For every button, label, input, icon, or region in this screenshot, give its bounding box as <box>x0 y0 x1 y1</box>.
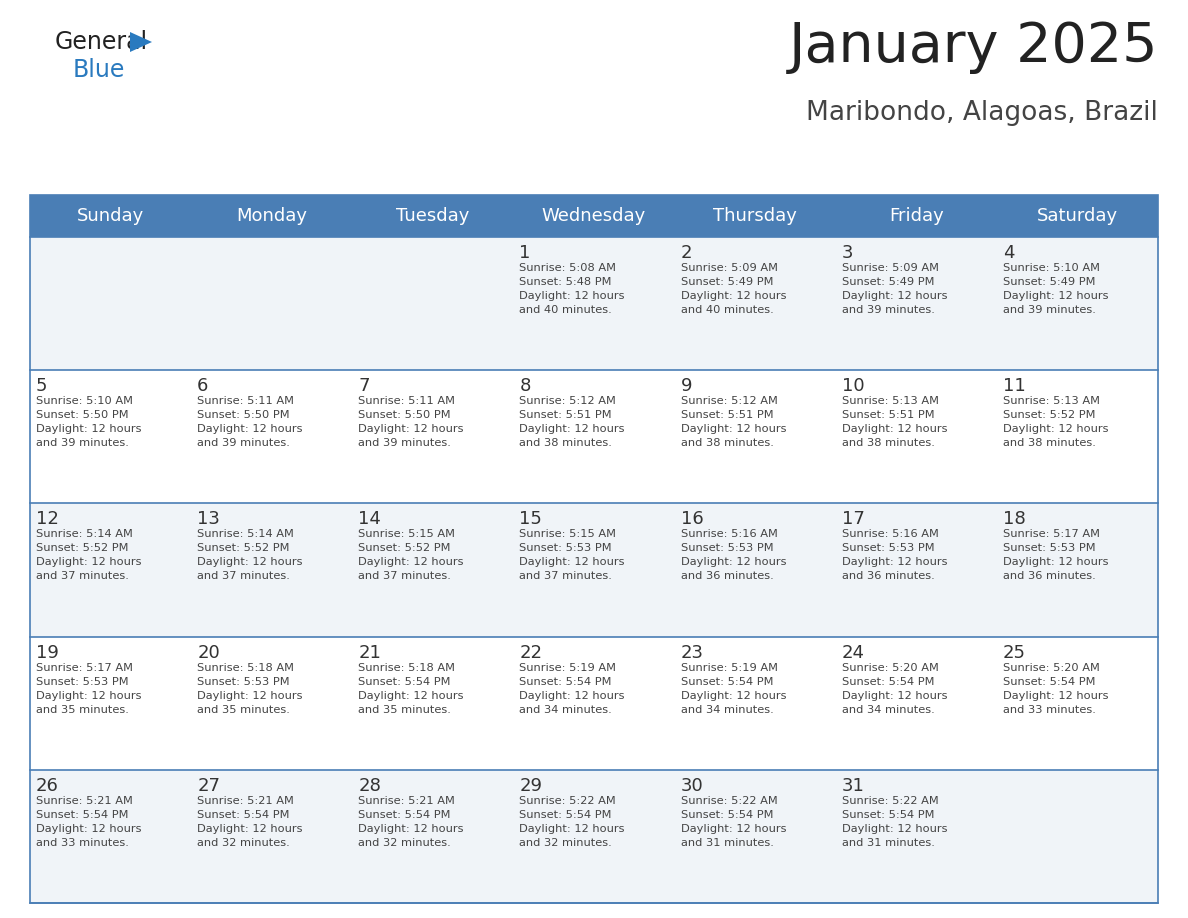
Text: 29: 29 <box>519 777 543 795</box>
Text: Sunrise: 5:21 AM
Sunset: 5:54 PM
Daylight: 12 hours
and 33 minutes.: Sunrise: 5:21 AM Sunset: 5:54 PM Dayligh… <box>36 796 141 848</box>
Bar <box>30 770 1158 903</box>
Text: Sunrise: 5:14 AM
Sunset: 5:52 PM
Daylight: 12 hours
and 37 minutes.: Sunrise: 5:14 AM Sunset: 5:52 PM Dayligh… <box>197 530 303 581</box>
Text: Sunrise: 5:21 AM
Sunset: 5:54 PM
Daylight: 12 hours
and 32 minutes.: Sunrise: 5:21 AM Sunset: 5:54 PM Dayligh… <box>197 796 303 848</box>
Text: Sunrise: 5:13 AM
Sunset: 5:52 PM
Daylight: 12 hours
and 38 minutes.: Sunrise: 5:13 AM Sunset: 5:52 PM Dayligh… <box>1003 397 1108 448</box>
Text: Blue: Blue <box>72 58 126 82</box>
Text: 20: 20 <box>197 644 220 662</box>
Text: 26: 26 <box>36 777 59 795</box>
Text: 25: 25 <box>1003 644 1026 662</box>
Text: Sunrise: 5:22 AM
Sunset: 5:54 PM
Daylight: 12 hours
and 31 minutes.: Sunrise: 5:22 AM Sunset: 5:54 PM Dayligh… <box>842 796 947 848</box>
Text: 12: 12 <box>36 510 59 529</box>
Text: Sunrise: 5:13 AM
Sunset: 5:51 PM
Daylight: 12 hours
and 38 minutes.: Sunrise: 5:13 AM Sunset: 5:51 PM Dayligh… <box>842 397 947 448</box>
Text: 15: 15 <box>519 510 542 529</box>
Text: Wednesday: Wednesday <box>542 207 646 225</box>
Text: Sunrise: 5:11 AM
Sunset: 5:50 PM
Daylight: 12 hours
and 39 minutes.: Sunrise: 5:11 AM Sunset: 5:50 PM Dayligh… <box>197 397 303 448</box>
Text: 23: 23 <box>681 644 703 662</box>
Bar <box>30 195 1158 903</box>
Text: 24: 24 <box>842 644 865 662</box>
Text: Sunrise: 5:17 AM
Sunset: 5:53 PM
Daylight: 12 hours
and 36 minutes.: Sunrise: 5:17 AM Sunset: 5:53 PM Dayligh… <box>1003 530 1108 581</box>
Text: General: General <box>55 30 148 54</box>
Text: 6: 6 <box>197 377 209 396</box>
Text: Sunrise: 5:09 AM
Sunset: 5:49 PM
Daylight: 12 hours
and 39 minutes.: Sunrise: 5:09 AM Sunset: 5:49 PM Dayligh… <box>842 263 947 315</box>
Text: Sunrise: 5:12 AM
Sunset: 5:51 PM
Daylight: 12 hours
and 38 minutes.: Sunrise: 5:12 AM Sunset: 5:51 PM Dayligh… <box>519 397 625 448</box>
Text: 21: 21 <box>359 644 381 662</box>
Text: 28: 28 <box>359 777 381 795</box>
Text: 10: 10 <box>842 377 865 396</box>
Text: Sunrise: 5:16 AM
Sunset: 5:53 PM
Daylight: 12 hours
and 36 minutes.: Sunrise: 5:16 AM Sunset: 5:53 PM Dayligh… <box>681 530 786 581</box>
Text: 2: 2 <box>681 244 693 262</box>
Text: 4: 4 <box>1003 244 1015 262</box>
Bar <box>30 370 1158 503</box>
Text: 19: 19 <box>36 644 59 662</box>
Text: Maribondo, Alagoas, Brazil: Maribondo, Alagoas, Brazil <box>807 100 1158 126</box>
Text: 22: 22 <box>519 644 543 662</box>
Text: 9: 9 <box>681 377 693 396</box>
Text: 18: 18 <box>1003 510 1025 529</box>
Text: 17: 17 <box>842 510 865 529</box>
Text: Sunrise: 5:12 AM
Sunset: 5:51 PM
Daylight: 12 hours
and 38 minutes.: Sunrise: 5:12 AM Sunset: 5:51 PM Dayligh… <box>681 397 786 448</box>
Text: January 2025: January 2025 <box>789 20 1158 74</box>
Text: 8: 8 <box>519 377 531 396</box>
Text: Thursday: Thursday <box>713 207 797 225</box>
Bar <box>30 237 1158 370</box>
Text: Monday: Monday <box>236 207 308 225</box>
Text: Sunrise: 5:18 AM
Sunset: 5:53 PM
Daylight: 12 hours
and 35 minutes.: Sunrise: 5:18 AM Sunset: 5:53 PM Dayligh… <box>197 663 303 714</box>
Text: Sunrise: 5:18 AM
Sunset: 5:54 PM
Daylight: 12 hours
and 35 minutes.: Sunrise: 5:18 AM Sunset: 5:54 PM Dayligh… <box>359 663 463 714</box>
Text: 13: 13 <box>197 510 220 529</box>
Text: 1: 1 <box>519 244 531 262</box>
Bar <box>30 503 1158 636</box>
Text: Sunrise: 5:11 AM
Sunset: 5:50 PM
Daylight: 12 hours
and 39 minutes.: Sunrise: 5:11 AM Sunset: 5:50 PM Dayligh… <box>359 397 463 448</box>
Text: Sunrise: 5:20 AM
Sunset: 5:54 PM
Daylight: 12 hours
and 33 minutes.: Sunrise: 5:20 AM Sunset: 5:54 PM Dayligh… <box>1003 663 1108 714</box>
Text: Sunrise: 5:19 AM
Sunset: 5:54 PM
Daylight: 12 hours
and 34 minutes.: Sunrise: 5:19 AM Sunset: 5:54 PM Dayligh… <box>681 663 786 714</box>
Text: Friday: Friday <box>889 207 943 225</box>
Text: Sunrise: 5:15 AM
Sunset: 5:53 PM
Daylight: 12 hours
and 37 minutes.: Sunrise: 5:15 AM Sunset: 5:53 PM Dayligh… <box>519 530 625 581</box>
Text: Sunrise: 5:08 AM
Sunset: 5:48 PM
Daylight: 12 hours
and 40 minutes.: Sunrise: 5:08 AM Sunset: 5:48 PM Dayligh… <box>519 263 625 315</box>
Text: Sunrise: 5:10 AM
Sunset: 5:50 PM
Daylight: 12 hours
and 39 minutes.: Sunrise: 5:10 AM Sunset: 5:50 PM Dayligh… <box>36 397 141 448</box>
Text: 27: 27 <box>197 777 220 795</box>
Text: Sunrise: 5:20 AM
Sunset: 5:54 PM
Daylight: 12 hours
and 34 minutes.: Sunrise: 5:20 AM Sunset: 5:54 PM Dayligh… <box>842 663 947 714</box>
Text: 7: 7 <box>359 377 369 396</box>
Text: 5: 5 <box>36 377 48 396</box>
Text: Sunrise: 5:09 AM
Sunset: 5:49 PM
Daylight: 12 hours
and 40 minutes.: Sunrise: 5:09 AM Sunset: 5:49 PM Dayligh… <box>681 263 786 315</box>
Text: Sunrise: 5:16 AM
Sunset: 5:53 PM
Daylight: 12 hours
and 36 minutes.: Sunrise: 5:16 AM Sunset: 5:53 PM Dayligh… <box>842 530 947 581</box>
Text: 3: 3 <box>842 244 853 262</box>
Text: 14: 14 <box>359 510 381 529</box>
Text: Tuesday: Tuesday <box>396 207 469 225</box>
Text: Sunrise: 5:14 AM
Sunset: 5:52 PM
Daylight: 12 hours
and 37 minutes.: Sunrise: 5:14 AM Sunset: 5:52 PM Dayligh… <box>36 530 141 581</box>
Text: Sunday: Sunday <box>77 207 144 225</box>
Text: Sunrise: 5:19 AM
Sunset: 5:54 PM
Daylight: 12 hours
and 34 minutes.: Sunrise: 5:19 AM Sunset: 5:54 PM Dayligh… <box>519 663 625 714</box>
Text: 16: 16 <box>681 510 703 529</box>
Polygon shape <box>129 32 152 52</box>
Text: Sunrise: 5:22 AM
Sunset: 5:54 PM
Daylight: 12 hours
and 31 minutes.: Sunrise: 5:22 AM Sunset: 5:54 PM Dayligh… <box>681 796 786 848</box>
Text: 30: 30 <box>681 777 703 795</box>
Bar <box>30 636 1158 770</box>
Text: Sunrise: 5:21 AM
Sunset: 5:54 PM
Daylight: 12 hours
and 32 minutes.: Sunrise: 5:21 AM Sunset: 5:54 PM Dayligh… <box>359 796 463 848</box>
Text: 31: 31 <box>842 777 865 795</box>
Text: 11: 11 <box>1003 377 1025 396</box>
Text: Sunrise: 5:10 AM
Sunset: 5:49 PM
Daylight: 12 hours
and 39 minutes.: Sunrise: 5:10 AM Sunset: 5:49 PM Dayligh… <box>1003 263 1108 315</box>
Text: Sunrise: 5:22 AM
Sunset: 5:54 PM
Daylight: 12 hours
and 32 minutes.: Sunrise: 5:22 AM Sunset: 5:54 PM Dayligh… <box>519 796 625 848</box>
Text: Sunrise: 5:15 AM
Sunset: 5:52 PM
Daylight: 12 hours
and 37 minutes.: Sunrise: 5:15 AM Sunset: 5:52 PM Dayligh… <box>359 530 463 581</box>
Text: Sunrise: 5:17 AM
Sunset: 5:53 PM
Daylight: 12 hours
and 35 minutes.: Sunrise: 5:17 AM Sunset: 5:53 PM Dayligh… <box>36 663 141 714</box>
Text: Saturday: Saturday <box>1037 207 1118 225</box>
Bar <box>30 195 1158 237</box>
